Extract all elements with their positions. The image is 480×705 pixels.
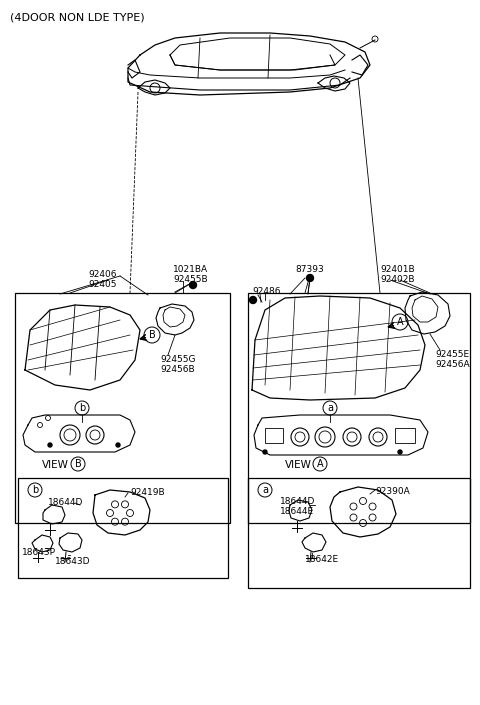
Bar xyxy=(265,428,283,443)
Text: 92455B: 92455B xyxy=(173,275,208,284)
Bar xyxy=(395,428,415,443)
Text: 92455E: 92455E xyxy=(435,350,469,359)
Text: 18644D: 18644D xyxy=(280,497,315,506)
Text: 18642E: 18642E xyxy=(305,555,339,564)
Text: 92456A: 92456A xyxy=(435,360,469,369)
Text: 87393: 87393 xyxy=(295,265,324,274)
Text: 18643P: 18643P xyxy=(22,548,56,557)
Text: 92402B: 92402B xyxy=(380,275,415,284)
Text: b: b xyxy=(79,403,85,413)
Text: 1021BA: 1021BA xyxy=(173,265,208,274)
Text: a: a xyxy=(262,485,268,495)
Text: 92401B: 92401B xyxy=(380,265,415,274)
Text: B: B xyxy=(149,330,156,340)
Bar xyxy=(18,478,228,578)
Bar xyxy=(15,293,230,523)
Circle shape xyxy=(190,281,196,288)
Circle shape xyxy=(48,443,52,447)
Text: 92455G: 92455G xyxy=(160,355,195,364)
Text: VIEW: VIEW xyxy=(42,460,69,470)
Text: b: b xyxy=(32,485,38,495)
Text: A: A xyxy=(317,459,324,469)
Text: 18643D: 18643D xyxy=(55,557,91,566)
Circle shape xyxy=(307,274,313,281)
Text: 92406: 92406 xyxy=(88,270,117,279)
Circle shape xyxy=(263,450,267,454)
Text: A: A xyxy=(396,317,403,327)
Text: VIEW: VIEW xyxy=(285,460,312,470)
Circle shape xyxy=(398,450,402,454)
Text: 92486: 92486 xyxy=(252,287,280,296)
Bar xyxy=(248,293,470,523)
Circle shape xyxy=(250,297,256,303)
Text: (4DOOR NON LDE TYPE): (4DOOR NON LDE TYPE) xyxy=(10,12,144,22)
Bar xyxy=(248,478,470,588)
Text: B: B xyxy=(74,459,82,469)
Text: 92390A: 92390A xyxy=(375,487,410,496)
Text: 18644D: 18644D xyxy=(48,498,84,507)
Text: 92405: 92405 xyxy=(88,280,117,289)
Text: 92456B: 92456B xyxy=(160,365,194,374)
Text: 92419B: 92419B xyxy=(130,488,165,497)
Text: 18644E: 18644E xyxy=(280,507,314,516)
Circle shape xyxy=(116,443,120,447)
Text: a: a xyxy=(327,403,333,413)
